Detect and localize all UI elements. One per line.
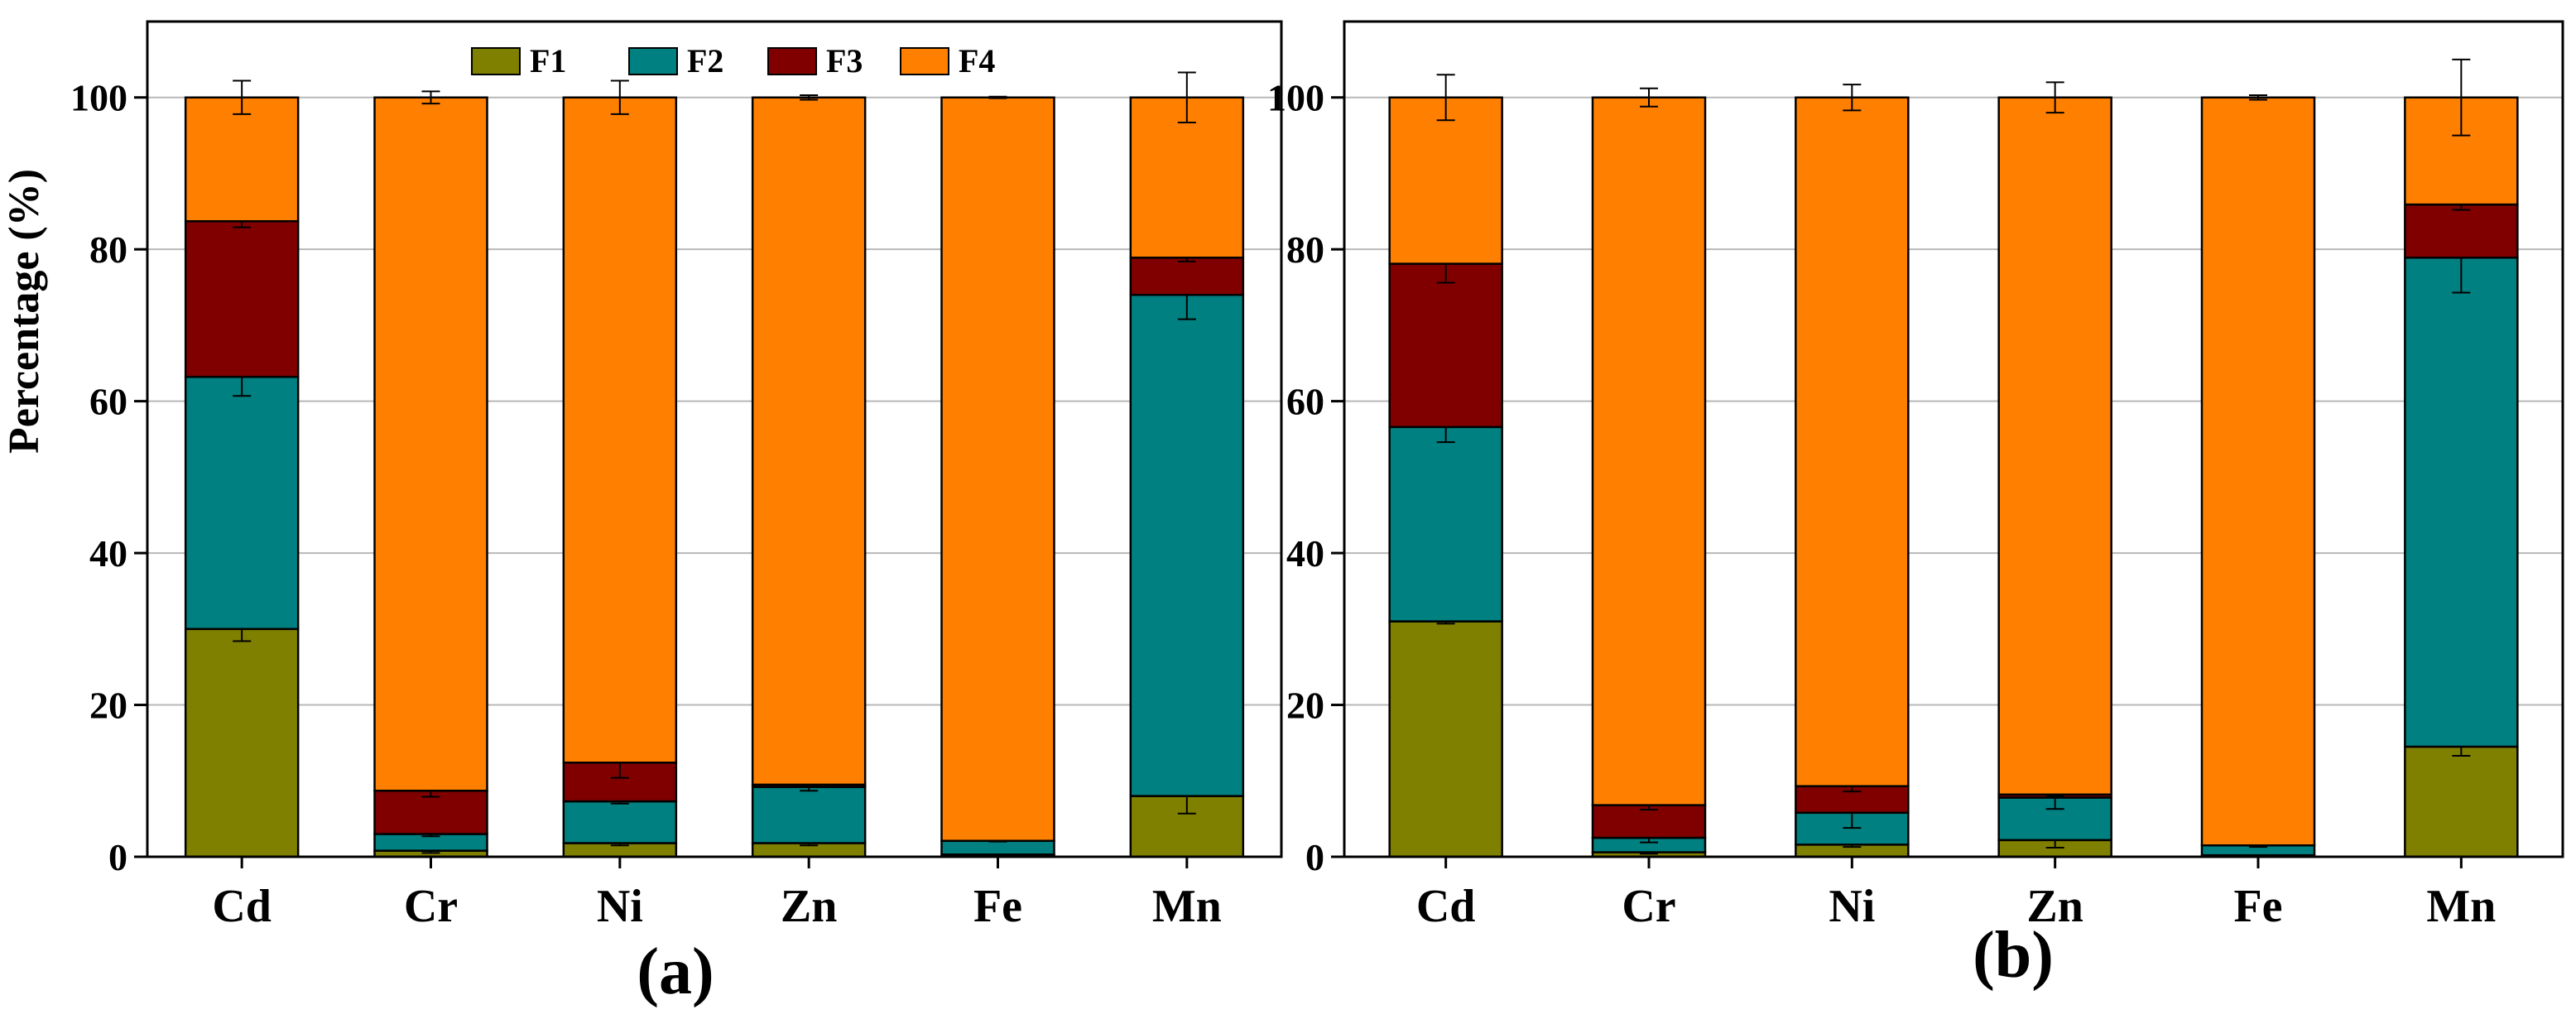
bar-segment-fe-f4: [2200, 96, 2316, 847]
bar-segment-zn-f4: [1997, 96, 2112, 796]
legend-swatch-f1: [471, 47, 521, 75]
bar-segment-cd-f1: [1388, 620, 1503, 858]
y-tick-label: 20: [1286, 685, 1324, 727]
y-tick-label: 80: [1286, 228, 1324, 271]
bar-segment-cr-f4: [1591, 96, 1707, 806]
bar-segment-mn-f1: [2404, 745, 2519, 858]
bar-segment-cd-f2: [184, 376, 300, 631]
legend-swatch-f3: [767, 47, 817, 75]
panel-label-b: (b): [1973, 919, 2054, 992]
bar-segment-mn-f3: [2404, 203, 2519, 259]
bar-segment-mn-f3: [1129, 257, 1245, 296]
legend-label-f1: F1: [530, 42, 566, 79]
bar-segment-ni-f2: [562, 800, 678, 844]
y-tick-label: 80: [89, 228, 127, 271]
bar-segment-mn-f2: [1129, 293, 1245, 797]
bar-segment-zn-f2: [751, 786, 867, 844]
x-tick-label-cd: Cd: [212, 881, 272, 932]
x-tick-label-fe: Fe: [973, 881, 1022, 932]
bar-segment-mn-f2: [2404, 257, 2519, 748]
x-tick-label-zn: Zn: [781, 881, 838, 932]
y-tick-label: 0: [1305, 836, 1324, 878]
x-tick-label-cd: Cd: [1416, 881, 1476, 932]
bar-segment-cd-f4: [184, 96, 300, 223]
x-tick-label-ni: Ni: [597, 881, 643, 932]
y-tick-label: 0: [108, 836, 127, 878]
bar-segment-cd-f1: [184, 627, 300, 858]
y-tick-label: 100: [1267, 77, 1324, 119]
bar-segment-fe-f2: [940, 839, 1055, 856]
panel-b-chart: (b) Cd Cr Ni Zn Fe Mn 0 20 40 60 80 100: [1267, 20, 2564, 992]
legend-label-f2: F2: [687, 42, 723, 79]
bar-segment-cd-f3: [184, 219, 300, 378]
bar-segment-cd-f3: [1388, 262, 1503, 429]
bar-segment-cr-f4: [373, 96, 488, 792]
y-tick-label: 60: [89, 381, 127, 423]
legend-label-f3: F3: [826, 42, 863, 79]
x-tick-label-cr: Cr: [404, 881, 458, 932]
bar-segment-fe-f4: [940, 96, 1055, 842]
y-tick-label: 20: [89, 685, 127, 727]
bar-segment-ni-f4: [562, 96, 678, 764]
x-tick-label-mn: Mn: [1152, 881, 1222, 932]
y-tick-label: 60: [1286, 381, 1324, 423]
x-tick-label-zn: Zn: [2026, 881, 2083, 932]
x-tick-label-fe: Fe: [2233, 881, 2282, 932]
bar-segment-cr-f3: [373, 789, 488, 835]
x-tick-label-mn: Mn: [2426, 881, 2496, 932]
x-tick-label-ni: Ni: [1829, 881, 1875, 932]
plot-frame: [146, 20, 1283, 858]
panel-a-chart: Percentage (%) (a) Cd Cr Ni Zn Fe Mn 0 20 40 60 80…: [1, 20, 1283, 1008]
plot-frame: [1343, 20, 2564, 858]
bar-segment-cd-f2: [1388, 425, 1503, 623]
legend-label-f4: F4: [959, 42, 995, 79]
y-tick-label: 40: [89, 532, 127, 574]
bar-segment-mn-f4: [1129, 96, 1245, 259]
y-tick-label: 40: [1286, 532, 1324, 574]
panel-label-a: (a): [637, 935, 714, 1008]
bar-segment-zn-f4: [751, 96, 867, 786]
bar-segment-cr-f3: [1591, 804, 1707, 839]
bar-segment-ni-f3: [562, 762, 678, 803]
y-tick-label: 100: [70, 77, 127, 119]
legend-swatch-f4: [900, 47, 949, 75]
bar-segment-cd-f4: [1388, 96, 1503, 265]
bar-segment-ni-f4: [1795, 96, 1910, 787]
x-tick-label-cr: Cr: [1622, 881, 1675, 932]
y-axis-label: Percentage (%): [1, 169, 48, 454]
legend-swatch-f2: [628, 47, 678, 75]
legend: F1 F2 F3 F4: [471, 42, 995, 79]
